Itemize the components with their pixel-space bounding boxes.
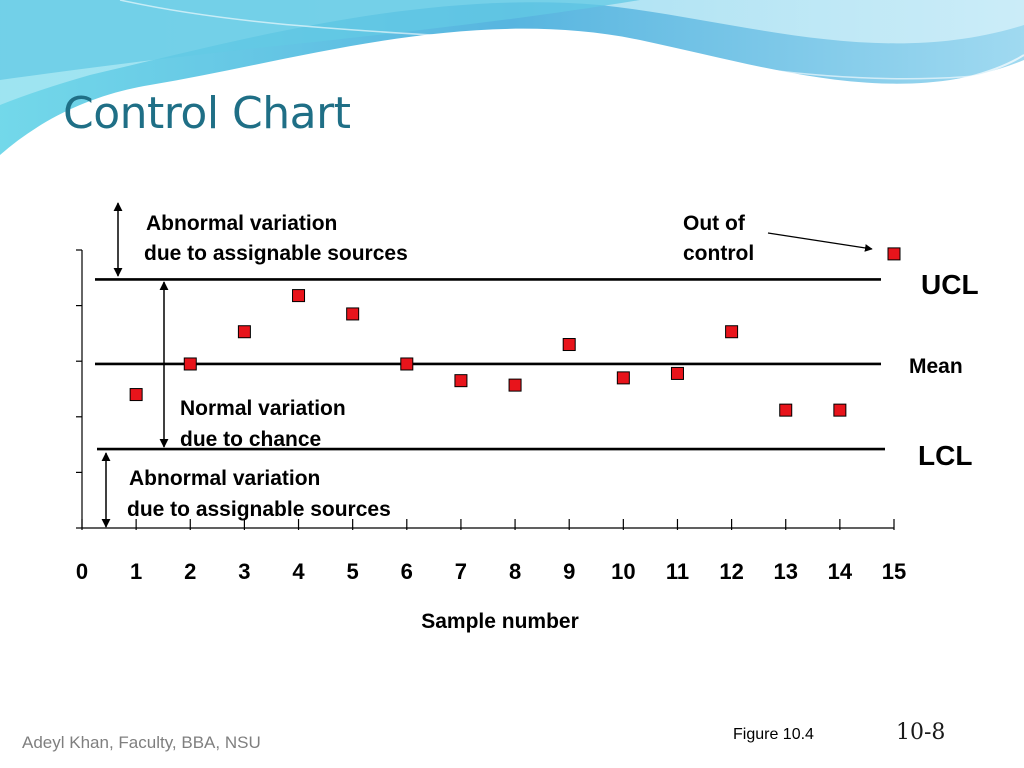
mean-label: Mean bbox=[909, 355, 963, 378]
data-point bbox=[183, 357, 197, 371]
out-of-control-label-2: control bbox=[683, 242, 754, 265]
abnormal-top-label-1: Abnormal variation bbox=[146, 212, 337, 235]
lcl-label: LCL bbox=[918, 440, 972, 471]
x-tick-label: 3 bbox=[238, 559, 250, 584]
x-tick-label: 13 bbox=[773, 559, 797, 584]
data-point bbox=[346, 307, 360, 321]
abnormal-top-label-2: due to assignable sources bbox=[144, 242, 408, 265]
ucl-label: UCL bbox=[921, 269, 979, 300]
abnormal-bottom-label-1: Abnormal variation bbox=[129, 467, 320, 490]
data-point bbox=[725, 325, 739, 339]
figure-label: Figure 10.4 bbox=[733, 726, 814, 743]
out-of-control-arrow bbox=[767, 232, 873, 252]
x-axis-label: Sample number bbox=[421, 610, 579, 633]
data-point bbox=[454, 374, 468, 388]
data-point bbox=[400, 357, 414, 371]
data-point bbox=[887, 247, 901, 261]
normal-variation-label-1: Normal variation bbox=[180, 397, 346, 420]
slide-title: Control Chart bbox=[63, 88, 351, 139]
data-point bbox=[833, 403, 847, 417]
data-point bbox=[670, 366, 684, 380]
x-tick-label: 4 bbox=[292, 559, 305, 584]
x-tick-label: 8 bbox=[509, 559, 521, 584]
x-tick-label: 5 bbox=[347, 559, 359, 584]
page-number: 10-8 bbox=[896, 720, 946, 745]
x-tick-label: 14 bbox=[828, 559, 853, 584]
x-tick-label: 10 bbox=[611, 559, 635, 584]
data-point bbox=[508, 378, 522, 392]
abnormal-bottom-label-2: due to assignable sources bbox=[127, 498, 391, 521]
x-tick-label: 9 bbox=[563, 559, 575, 584]
control-lines bbox=[95, 278, 885, 451]
axes bbox=[76, 249, 895, 530]
x-tick-label: 7 bbox=[455, 559, 467, 584]
data-point bbox=[129, 388, 143, 402]
data-point bbox=[237, 325, 251, 339]
normal-variation-label-2: due to chance bbox=[180, 428, 321, 451]
x-tick-labels: 0 1 2 3 4 5 6 7 8 9 10 11 12 13 14 15 bbox=[76, 559, 906, 584]
data-point bbox=[616, 371, 630, 385]
out-of-control-label-1: Out of bbox=[683, 212, 746, 235]
x-tick-label: 15 bbox=[882, 559, 906, 584]
x-tick-label: 11 bbox=[666, 559, 689, 584]
x-tick-label: 1 bbox=[130, 559, 142, 584]
x-tick-label: 0 bbox=[76, 559, 88, 584]
data-point bbox=[779, 403, 793, 417]
footer-author: Adeyl Khan, Faculty, BBA, NSU bbox=[22, 733, 261, 752]
data-points bbox=[129, 247, 901, 417]
data-point bbox=[292, 289, 306, 303]
x-tick-label: 2 bbox=[184, 559, 196, 584]
data-point bbox=[562, 338, 576, 352]
x-tick-label: 12 bbox=[719, 559, 743, 584]
x-tick-label: 6 bbox=[401, 559, 413, 584]
